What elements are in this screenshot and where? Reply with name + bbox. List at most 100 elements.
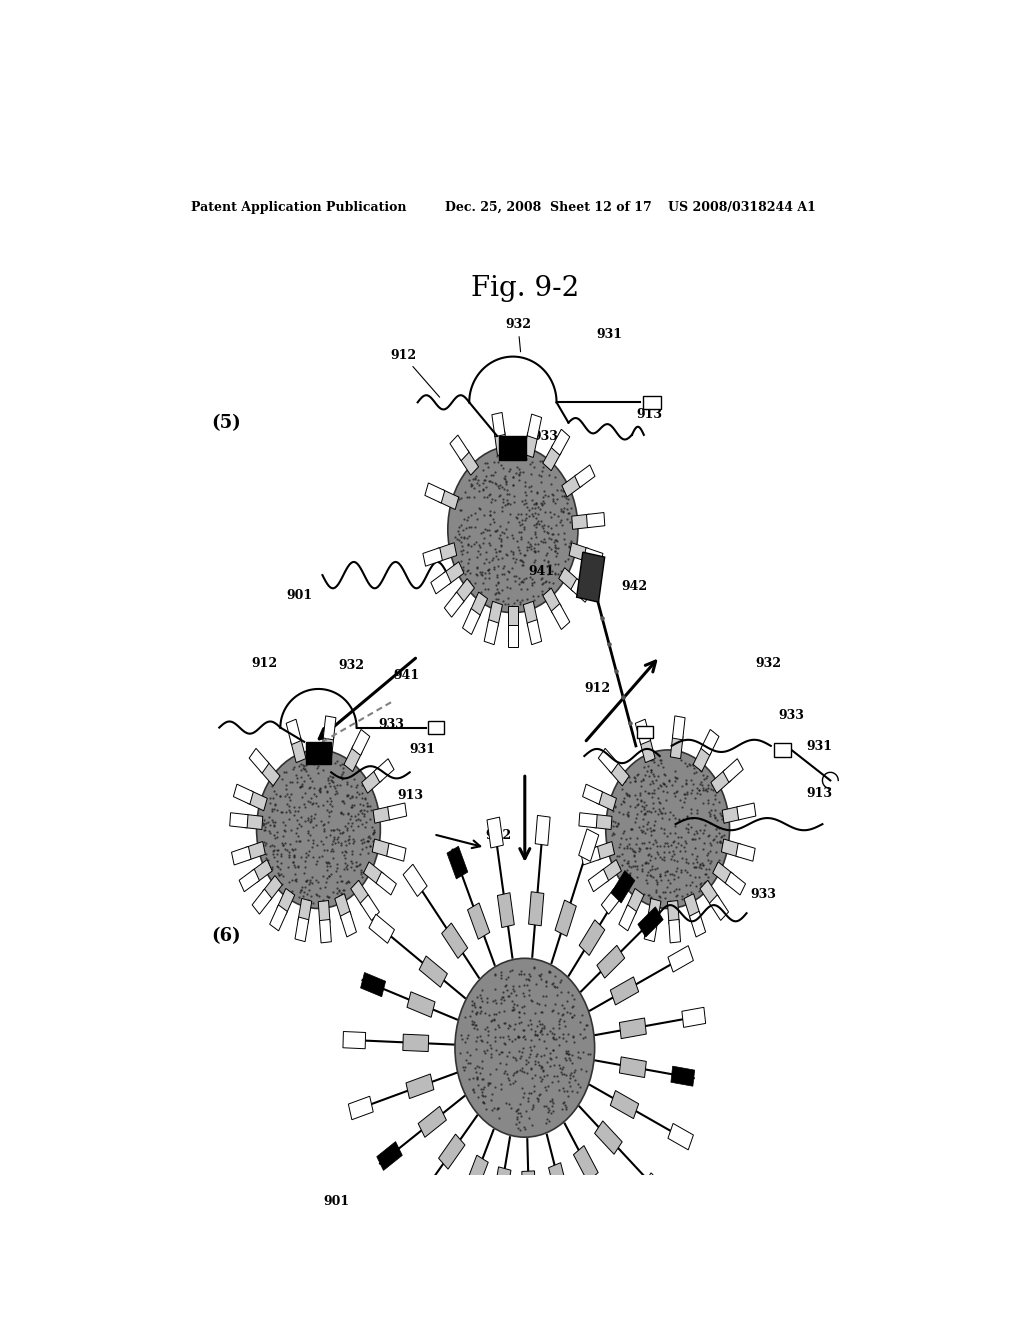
Point (340, 870, 356, 891)
Point (282, 801, 298, 822)
Point (662, 809, 678, 830)
Point (522, 1057, 539, 1078)
Bar (374, 759, 394, 783)
Point (300, 890, 316, 911)
Point (272, 785, 289, 807)
Point (344, 813, 360, 834)
Point (290, 855, 306, 876)
Point (289, 767, 305, 788)
Point (319, 886, 336, 907)
Bar (668, 945, 693, 972)
Point (347, 805, 364, 826)
Point (698, 766, 715, 787)
Point (544, 1072, 560, 1093)
Point (639, 838, 655, 859)
Point (286, 845, 302, 866)
Point (666, 840, 682, 861)
Point (538, 544, 554, 565)
Point (681, 754, 697, 775)
Point (488, 545, 505, 566)
Point (637, 822, 653, 843)
Point (329, 829, 345, 850)
Point (548, 515, 564, 536)
Point (461, 1006, 477, 1027)
Point (361, 828, 378, 849)
Point (344, 853, 360, 874)
Point (516, 510, 532, 531)
Point (566, 1060, 583, 1081)
Point (502, 1041, 518, 1063)
Point (329, 750, 345, 771)
Point (284, 880, 300, 902)
Point (644, 858, 660, 879)
Point (536, 520, 552, 541)
Point (691, 880, 708, 902)
Point (333, 803, 349, 824)
Point (563, 1063, 580, 1084)
Point (708, 818, 724, 840)
Point (522, 1019, 539, 1040)
Point (293, 775, 309, 796)
Point (540, 1101, 556, 1122)
Point (469, 1067, 485, 1088)
Point (469, 1068, 485, 1089)
Point (699, 789, 716, 810)
Text: 932: 932 (755, 656, 781, 669)
Point (554, 1098, 570, 1119)
Point (460, 535, 476, 556)
Point (518, 492, 535, 513)
Point (511, 463, 527, 484)
Bar (522, 1171, 536, 1204)
Point (489, 445, 506, 466)
Bar (248, 791, 267, 810)
Point (620, 805, 636, 826)
Point (468, 986, 484, 1007)
Point (477, 1019, 494, 1040)
Point (341, 829, 357, 850)
Point (482, 1034, 499, 1055)
Point (693, 775, 710, 796)
Point (316, 876, 333, 898)
Point (506, 565, 522, 586)
Bar (693, 746, 711, 771)
Point (455, 1057, 471, 1078)
Point (674, 775, 690, 796)
Point (559, 990, 575, 1011)
Point (295, 754, 311, 775)
Point (545, 524, 561, 545)
Point (627, 796, 643, 817)
Bar (737, 803, 756, 820)
Point (669, 780, 685, 801)
Point (328, 861, 344, 882)
Point (644, 772, 660, 793)
Point (677, 787, 693, 808)
Point (296, 759, 312, 780)
Point (354, 832, 371, 853)
Point (489, 549, 506, 570)
Point (295, 758, 311, 779)
Point (296, 755, 312, 776)
Point (291, 813, 307, 834)
Point (265, 781, 282, 803)
Point (469, 1055, 485, 1076)
Point (334, 791, 350, 812)
Bar (671, 735, 683, 759)
Bar (324, 715, 336, 739)
Point (671, 808, 687, 829)
Point (687, 821, 703, 842)
Point (522, 990, 539, 1011)
Bar (298, 899, 311, 923)
Bar (571, 515, 590, 529)
Point (294, 876, 310, 898)
Point (516, 995, 532, 1016)
Bar (618, 906, 637, 931)
Point (565, 1026, 582, 1047)
Bar (579, 829, 599, 862)
Point (700, 866, 717, 887)
Point (674, 886, 690, 907)
Point (514, 1061, 530, 1082)
Point (549, 488, 565, 510)
Point (667, 766, 683, 787)
Point (348, 851, 365, 873)
Point (301, 791, 317, 812)
